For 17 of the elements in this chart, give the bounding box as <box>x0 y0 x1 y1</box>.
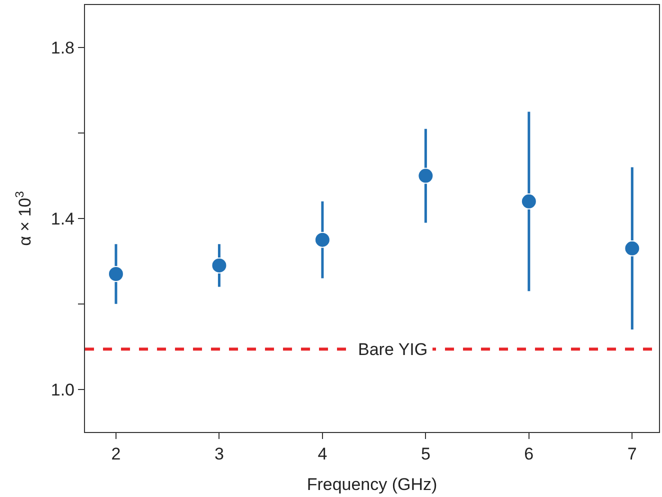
x-tick-label: 2 <box>111 444 121 464</box>
x-tick-label: 4 <box>318 444 328 464</box>
point <box>211 257 228 274</box>
point <box>418 168 434 184</box>
y-tick-label: 1.8 <box>50 38 74 58</box>
y-tick-label: 1.4 <box>50 209 74 228</box>
ref-line-label: Bare YIG <box>358 340 428 359</box>
point <box>624 240 640 256</box>
point <box>314 232 330 248</box>
point <box>520 193 537 210</box>
point <box>108 266 124 282</box>
x-tick-label: 7 <box>627 444 637 464</box>
y-tick-label: 1.0 <box>50 380 74 400</box>
x-tick-label: 6 <box>524 444 534 464</box>
x-tick-label: 3 <box>214 444 224 464</box>
x-axis-title: Frequency (GHz) <box>306 474 438 494</box>
x-tick-label: 5 <box>420 444 430 464</box>
